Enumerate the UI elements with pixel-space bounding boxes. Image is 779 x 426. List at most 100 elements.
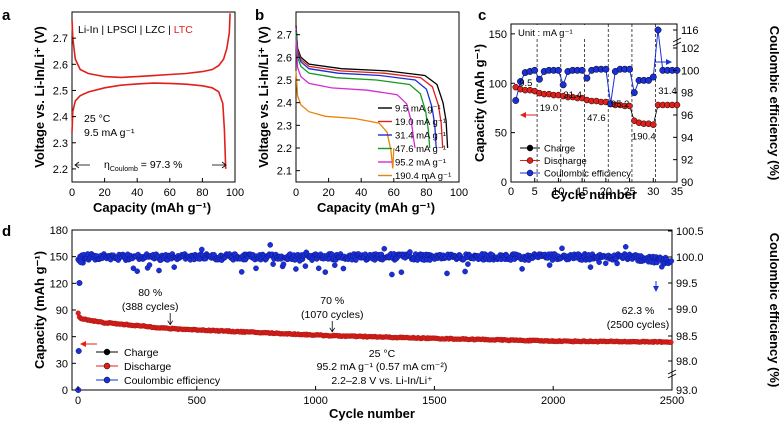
panel-d-retention-pct: 70 % [320,295,344,307]
panel-d-ce-point [171,264,177,270]
panel-d-y2tick-label: 93.0 [676,385,697,397]
panel-c-rate-label: 31.4 [563,90,582,101]
panel-a-xlabel: Capacity (mAh g⁻¹) [93,200,211,215]
panel-b-ytick-label: 2.2 [277,143,292,155]
panel-d-y2tick-label: 99.5 [676,278,697,290]
panel-b-xtick-label: 80 [420,187,432,199]
panel-d-retention-arrowhead [329,327,336,333]
panel-c-xtick-label: 15 [576,186,588,198]
panel-a-ylabel: Voltage vs. Li-In/Li⁺ (V) [32,26,47,168]
panel-a-temp: 25 °C [84,113,111,125]
panel-b-xtick-label: 60 [388,187,400,199]
panel-d-ytick-label: 30 [56,358,68,370]
panel-d-axis-break [667,369,677,379]
panel-a-ytick-label: 2.6 [53,59,68,71]
panel-d-xlabel: Cycle number [329,406,415,421]
panel-d-xtick-label: 1500 [422,395,446,407]
panel-d-y2label: Coulombic efficiency (%) [767,233,779,388]
panel-b-legend-label: 31.4 mA g⁻¹ [395,131,446,142]
panel-c-xtick-label: 0 [508,186,514,198]
panel-d-ce-point [622,243,629,250]
panel-d-y2tick-label: 98.5 [676,331,697,343]
panel-c-rate-label: 9.5 [519,78,532,89]
panel-c-y2label: Coulombic efficiency (%) [767,26,779,181]
panel-b: b 9.5 mA g⁻¹ 19.0 mA g⁻¹ 31.4 mA g⁻¹ 47.6 m… [255,7,468,215]
panel-b-curve-1 [295,27,444,149]
panel-b-frame [295,11,460,183]
panel-a-xtick-label: 80 [196,187,208,199]
panel-b-ylabel: Voltage vs. Li-In/Li⁺ (V) [256,26,271,168]
panel-d-ce-point [381,245,388,252]
panel-c-xtick-label: 5 [532,186,538,198]
panel-b-xlabel: Capacity (mAh g⁻¹) [317,200,435,215]
panel-a-eta-arrowhead-right [221,161,227,169]
panel-d-ytick-label: 120 [50,278,68,290]
panel-a-xtick-label: 0 [69,187,75,199]
panel-c-ytick-label: 50 [495,128,507,140]
panel-d-ce-point [389,271,395,278]
panel-b-curve-2 [295,30,437,149]
panel-b-legend-label: 47.6 mA g⁻¹ [395,144,446,155]
panel-d-ytick-label: 60 [56,332,68,344]
panel-b-curve-4 [295,39,416,149]
panel-c-ce-point [654,26,662,34]
panel-d-legend-label: Coulombic efficiency [124,375,221,387]
panel-c-xtick-label: 30 [647,186,659,198]
panel-c-ylabel: Capacity (mAh g⁻¹) [472,44,487,162]
panel-d-y2tick-label: 100.0 [676,252,704,264]
panel-d-xtick-label: 1000 [303,395,327,407]
panel-b-legend-label: 9.5 mA g⁻¹ [395,104,441,115]
panel-d-ce-point [77,259,84,266]
panel-b-ytick-label: 2.4 [277,98,292,110]
panel-d-ce-point [302,263,309,269]
panel-c-xlabel: Cycle number [551,187,637,202]
panel-b-xtick-label: 20 [322,187,334,199]
panel-d-ce-point [559,245,565,252]
panel-d-ce-point [519,266,525,272]
panel-b-ytick-label: 2.3 [277,120,292,132]
panel-b-ytick-label: 2.1 [277,166,292,178]
panel-c-y2tick-label: 94 [681,132,693,144]
panel-d-ce-point [322,269,329,275]
panel-c-rate-label: 190.4 [632,132,656,143]
panel-d-ce-point [253,265,259,272]
panel-d-ce-point [398,269,405,276]
panel-a-ytick-label: 2.5 [53,85,68,97]
panel-d-retention-cycles: (2500 cycles) [607,319,669,331]
panel-b-legend-label: 95.2 mA g⁻¹ [395,158,446,169]
panel-d-ce-point [462,268,468,275]
panel-c-ce-point [649,73,657,81]
panel-c-y2tick-label: 98 [681,88,693,100]
panel-a-eta-arrowhead-left [74,161,80,169]
panel-d-retention-cycles: (388 cycles) [122,301,179,313]
panel-c-ce-point [554,66,562,74]
panel-c-ce-point [626,65,634,73]
panel-b-legend-label: 190.4 mA g⁻¹ [395,171,451,182]
panel-d-ce-point [315,265,322,272]
panel-d-ce-point [668,258,675,264]
panel-c-letter: c [478,7,486,24]
panel-c-ce-point [559,81,567,89]
panel-c-y2tick-label: 100 [681,65,699,77]
panel-a-ytick-label: 2.4 [53,112,68,124]
panel-d-letter: d [2,223,11,240]
panel-c-legend-label: Discharge [544,156,587,167]
panel-c-ytick-label: 0 [501,177,507,189]
panel-d-ce-point [270,261,276,267]
panel-c-xtick-label: 35 [671,186,683,198]
panel-c-y2tick-label: 96 [681,110,693,122]
panel-b-xtick-label: 100 [450,187,468,199]
panel-c-unit-bg [515,25,589,39]
panel-c-ytick-label: 100 [489,78,507,90]
panel-b-curve-3 [295,32,431,149]
panel-c-ce-point [602,65,610,73]
panel-b-legend-label: 19.0 mA g⁻¹ [395,117,446,128]
panel-d-ce-point [293,266,299,272]
panel-c-y2tick-label: 116 [681,25,699,37]
panel-d-legend-marker [103,376,111,384]
panel-a-frame [71,11,236,183]
panel-c-rate-label: 19.0 [540,103,559,114]
panel-a-ytick-label: 2.7 [53,33,68,45]
panel-c-ce-point [512,97,520,104]
